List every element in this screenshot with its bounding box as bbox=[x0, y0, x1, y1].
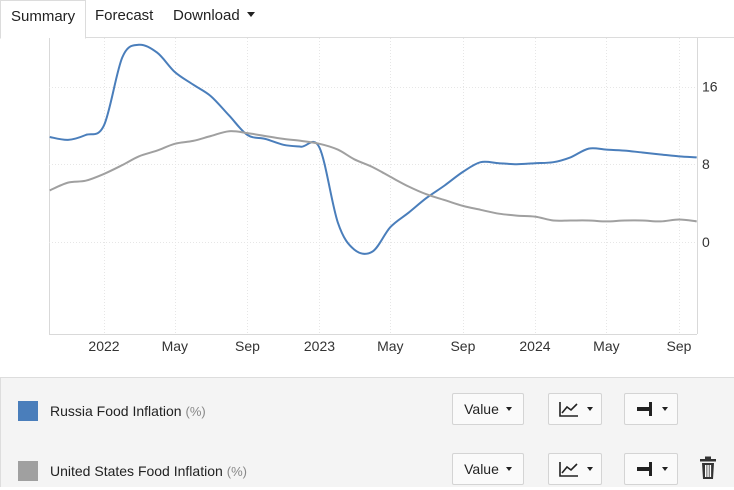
russia-axis-dropdown[interactable] bbox=[624, 393, 678, 425]
chart-series bbox=[49, 43, 697, 255]
chevron-down-icon bbox=[661, 407, 668, 411]
russia-color-swatch bbox=[18, 401, 38, 421]
tab-forecast-label: Forecast bbox=[95, 7, 154, 24]
chevron-down-icon bbox=[505, 407, 512, 411]
us-series-name: United States Food Inflation bbox=[50, 463, 223, 479]
x-tick-label-4: May bbox=[377, 338, 403, 354]
russia-value-dropdown[interactable]: Value bbox=[452, 393, 524, 425]
us-series-unit: (%) bbox=[226, 464, 247, 479]
russia-series-name: Russia Food Inflation bbox=[50, 403, 182, 419]
russia-series-unit: (%) bbox=[185, 404, 206, 419]
tab-summary[interactable]: Summary bbox=[0, 0, 87, 39]
chevron-down-icon bbox=[586, 407, 593, 411]
x-tick-label-8: Sep bbox=[667, 338, 692, 354]
axis-right-icon bbox=[636, 462, 652, 476]
series-panel: Russia Food Inflation (%) Value United St… bbox=[0, 377, 734, 487]
line-chart: 2022 May Sep 2023 May Sep 2024 May Sep 0 8 16 bbox=[49, 38, 718, 354]
russia-chart-type-dropdown[interactable] bbox=[548, 393, 602, 425]
chevron-down-icon bbox=[586, 467, 593, 471]
y-tick-label-16: 16 bbox=[702, 79, 718, 95]
chart-grid bbox=[49, 38, 698, 335]
x-axis-labels: 2022 May Sep 2023 May Sep 2024 May Sep bbox=[88, 338, 691, 354]
us-axis-dropdown[interactable] bbox=[624, 453, 678, 485]
russia-value-label: Value bbox=[464, 401, 499, 417]
us-value-dropdown[interactable]: Value bbox=[452, 453, 524, 485]
x-tick-label-7: May bbox=[593, 338, 619, 354]
tab-summary-label: Summary bbox=[11, 8, 76, 25]
tab-download-label: Download bbox=[173, 7, 240, 24]
series-line-0 bbox=[49, 43, 697, 255]
russia-series-label: Russia Food Inflation (%) bbox=[50, 403, 206, 419]
tab-bar: Summary Forecast Download bbox=[0, 0, 734, 39]
line-chart-icon bbox=[558, 462, 578, 477]
x-tick-label-3: 2023 bbox=[304, 338, 335, 354]
x-tick-label-6: 2024 bbox=[519, 338, 550, 354]
trash-icon[interactable] bbox=[698, 456, 718, 480]
y-axis-labels: 0 8 16 bbox=[702, 79, 718, 250]
y-tick-label-0: 0 bbox=[702, 234, 710, 250]
us-color-swatch bbox=[18, 461, 38, 481]
x-tick-label-0: 2022 bbox=[88, 338, 119, 354]
axis-right-icon bbox=[636, 402, 652, 416]
series-line-1 bbox=[49, 130, 697, 223]
chevron-down-icon bbox=[246, 12, 255, 18]
us-chart-type-dropdown[interactable] bbox=[548, 453, 602, 485]
line-chart-icon bbox=[558, 402, 578, 417]
chevron-down-icon bbox=[661, 467, 668, 471]
series-row-us: United States Food Inflation (%) Value bbox=[1, 450, 734, 490]
x-tick-label-2: Sep bbox=[235, 338, 260, 354]
us-series-label: United States Food Inflation (%) bbox=[50, 463, 247, 479]
us-value-label: Value bbox=[464, 461, 499, 477]
chevron-down-icon bbox=[505, 467, 512, 471]
y-tick-label-8: 8 bbox=[702, 156, 710, 172]
series-row-russia: Russia Food Inflation (%) Value bbox=[1, 390, 734, 430]
x-tick-label-1: May bbox=[162, 338, 188, 354]
tab-download[interactable]: Download bbox=[163, 0, 265, 38]
tab-forecast[interactable]: Forecast bbox=[85, 0, 163, 38]
x-tick-label-5: Sep bbox=[450, 338, 475, 354]
